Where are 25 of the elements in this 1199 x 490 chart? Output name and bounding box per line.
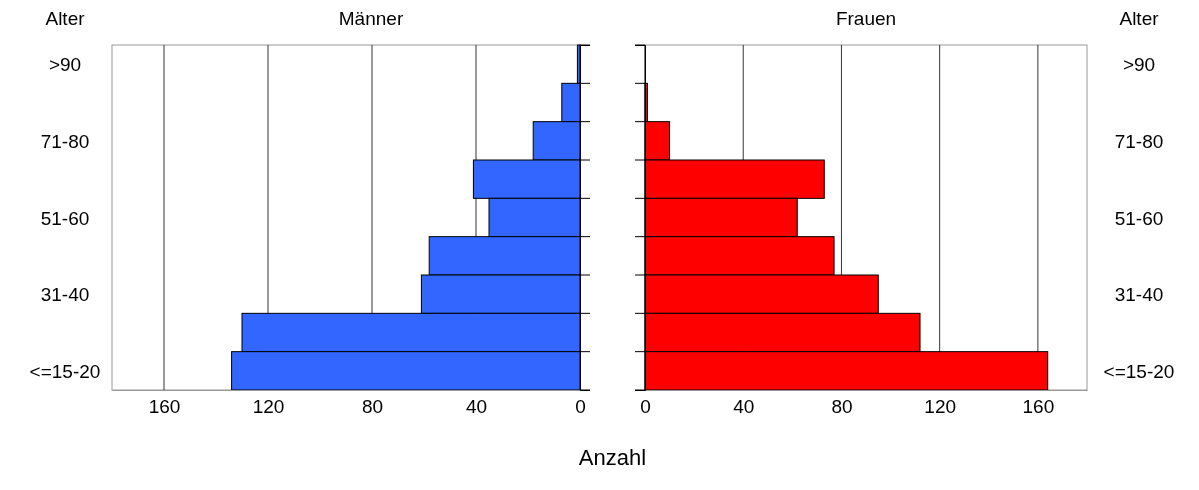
y-tick-label: >90 [1122, 54, 1156, 76]
x-tick-label: 80 [361, 396, 384, 418]
y-tick-label: 31-40 [40, 284, 90, 306]
y-axis-title: Alter [45, 8, 86, 29]
x-tick-label: 80 [831, 396, 853, 418]
x-axis-title: Anzahl [578, 445, 647, 470]
y-tick-label: <=15-20 [29, 360, 101, 382]
y-tick-label: <=15-20 [1103, 360, 1175, 382]
y-tick-label: 71-80 [40, 130, 90, 152]
y-tick-label: 71-80 [1114, 130, 1164, 152]
y-tick-label: 51-60 [1114, 207, 1164, 229]
x-tick-label: 120 [252, 396, 285, 418]
x-tick-label: 120 [924, 396, 957, 418]
x-tick-label: 40 [465, 396, 488, 418]
y-axis-title: Alter [1119, 8, 1160, 29]
y-tick-label: >90 [48, 54, 82, 76]
x-tick-label: 40 [733, 396, 755, 418]
x-tick-label: 160 [148, 396, 181, 418]
x-tick-label: 0 [640, 396, 651, 418]
x-tick-label: 0 [575, 396, 586, 418]
y-tick-label: 51-60 [40, 207, 90, 229]
chart-title: Frauen [835, 8, 897, 29]
chart-title: Männer [338, 8, 404, 29]
y-tick-label: 31-40 [1114, 284, 1164, 306]
x-tick-label: 160 [1022, 396, 1055, 418]
